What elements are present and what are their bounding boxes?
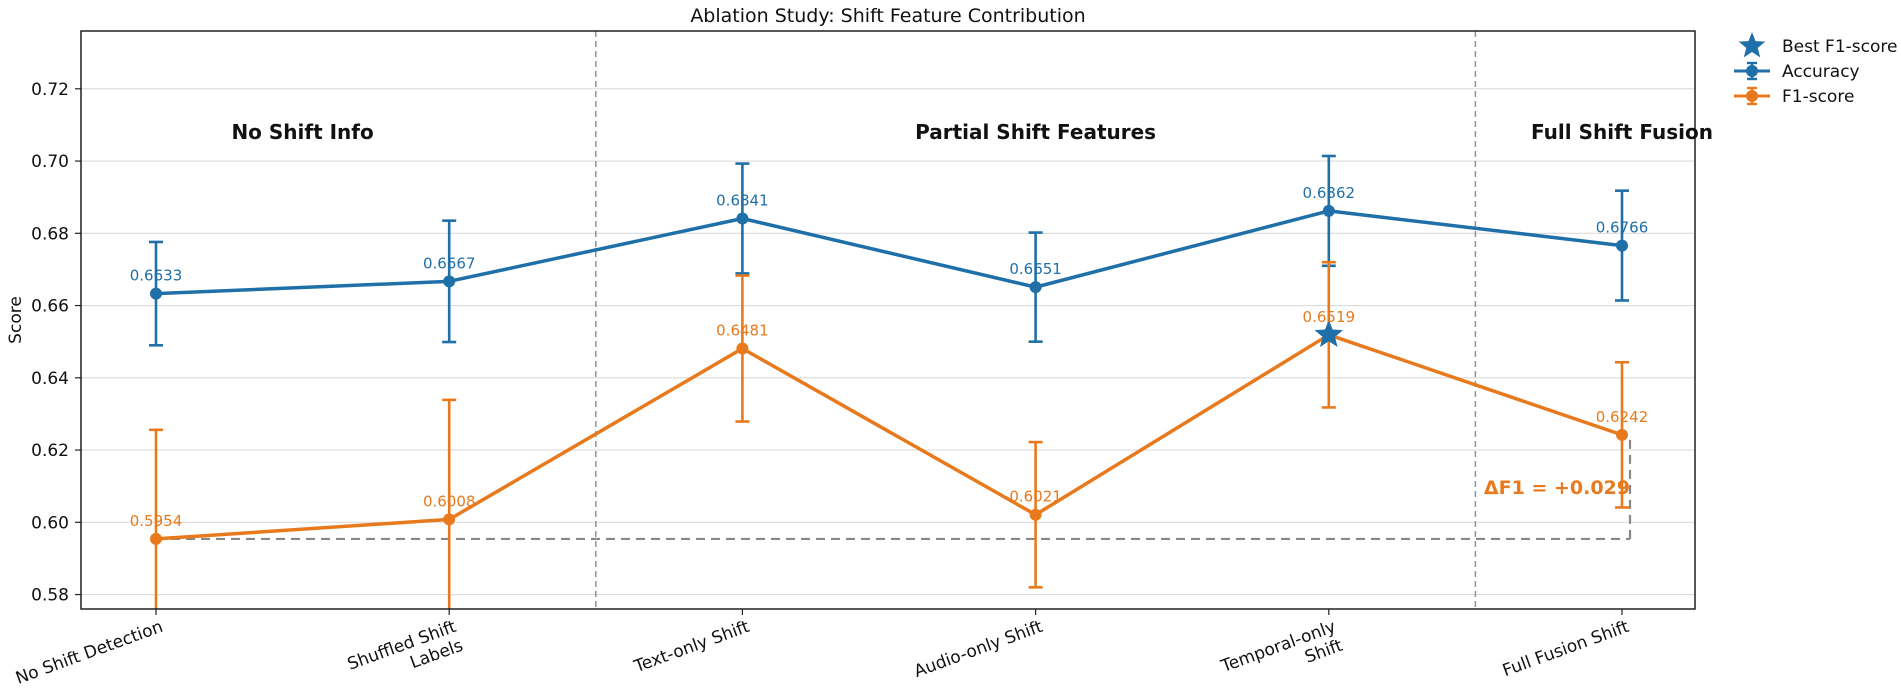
plot-frame — [80, 30, 1696, 610]
group-labels: No Shift Info Partial Shift Features Full … — [231, 120, 1713, 144]
axes: Ablation Study: Shift Feature Contributi… — [6, 5, 1696, 693]
legend-label: Accuracy — [1782, 62, 1860, 82]
data-point — [1029, 281, 1042, 294]
data-point — [150, 287, 162, 300]
series-line — [155, 333, 1623, 541]
data-point — [1322, 204, 1335, 217]
data-point — [150, 532, 162, 545]
x-tick-label: Text-only Shift — [631, 617, 753, 678]
data-label: 0.6667 — [423, 254, 476, 272]
y-tick-label: 0.60 — [31, 513, 69, 533]
data-point — [443, 513, 456, 526]
y-tick-label: 0.72 — [31, 80, 69, 100]
legend-marker — [1746, 65, 1758, 77]
legend-best-label: Best F1-score — [1782, 37, 1897, 57]
data-point — [1616, 428, 1628, 441]
group-label: Full Shift Fusion — [1531, 120, 1713, 144]
data-label: 0.6862 — [1303, 184, 1356, 202]
y-tick-label: 0.66 — [31, 297, 69, 317]
series-line — [155, 209, 1623, 296]
y-tick-label: 0.62 — [31, 441, 69, 461]
y-tick-label: 0.68 — [31, 224, 69, 244]
group-label: Partial Shift Features — [915, 120, 1156, 144]
x-tick-label: Temporal-onlyShift — [1218, 617, 1346, 693]
data-labels: 0.6633 0.6667 0.6841 0.6651 0.6862 0.6766 0.59… — [130, 184, 1649, 530]
data-label: 0.6481 — [716, 322, 769, 340]
x-tick-label: No Shift Detection — [13, 617, 166, 689]
data-label: 0.6008 — [423, 492, 476, 510]
y-tick-label: 0.70 — [31, 152, 69, 172]
y-axis-label: Score — [6, 296, 26, 344]
series-layer — [149, 154, 1629, 609]
data-label: 0.6766 — [1596, 219, 1649, 237]
legend-marker — [1746, 90, 1758, 102]
legend: Best F1-score Accuracy F1-score — [1734, 32, 1897, 107]
data-label: 0.6021 — [1009, 488, 1062, 506]
x-tick-label-line: Text-only Shift — [631, 617, 753, 678]
group-separators — [595, 31, 1477, 609]
data-label: 0.6841 — [716, 191, 769, 209]
group-label: No Shift Info — [231, 120, 373, 144]
data-label: 0.6633 — [130, 267, 183, 285]
legend-star-icon — [1738, 32, 1766, 58]
best-star-icon — [1314, 319, 1344, 347]
data-point — [736, 342, 749, 355]
data-point — [1616, 239, 1628, 252]
x-tick-label: Shuffled ShiftLabels — [345, 617, 466, 693]
x-tick-label: Audio-only Shift — [912, 617, 1046, 682]
y-tick-label: 0.58 — [31, 586, 69, 606]
x-tick-label-line: Audio-only Shift — [912, 617, 1046, 682]
data-point — [736, 212, 749, 225]
series-accuracy — [149, 154, 1629, 347]
baseline: ΔF1 = +0.029 — [156, 434, 1632, 541]
delta-annotation: ΔF1 = +0.029 — [1484, 477, 1630, 499]
x-tick-label-line: No Shift Detection — [13, 617, 166, 689]
data-label: 0.6519 — [1303, 308, 1356, 326]
y-tick-label: 0.64 — [31, 369, 69, 389]
x-tick-label-line: Full Fusion Shift — [1500, 617, 1632, 681]
legend-label: F1-score — [1782, 87, 1854, 107]
data-point — [443, 275, 456, 288]
series-f1-score — [149, 260, 1629, 609]
data-label: 0.6242 — [1596, 408, 1649, 426]
legend-item-f1-score: F1-score — [1734, 86, 1854, 107]
grid — [81, 88, 1695, 596]
data-label: 0.5954 — [130, 512, 183, 530]
legend-item-accuracy: Accuracy — [1734, 61, 1860, 82]
data-label: 0.6651 — [1009, 260, 1062, 278]
chart-title: Ablation Study: Shift Feature Contributi… — [690, 5, 1085, 27]
data-point — [1029, 508, 1042, 521]
x-tick-label: Full Fusion Shift — [1500, 617, 1632, 681]
